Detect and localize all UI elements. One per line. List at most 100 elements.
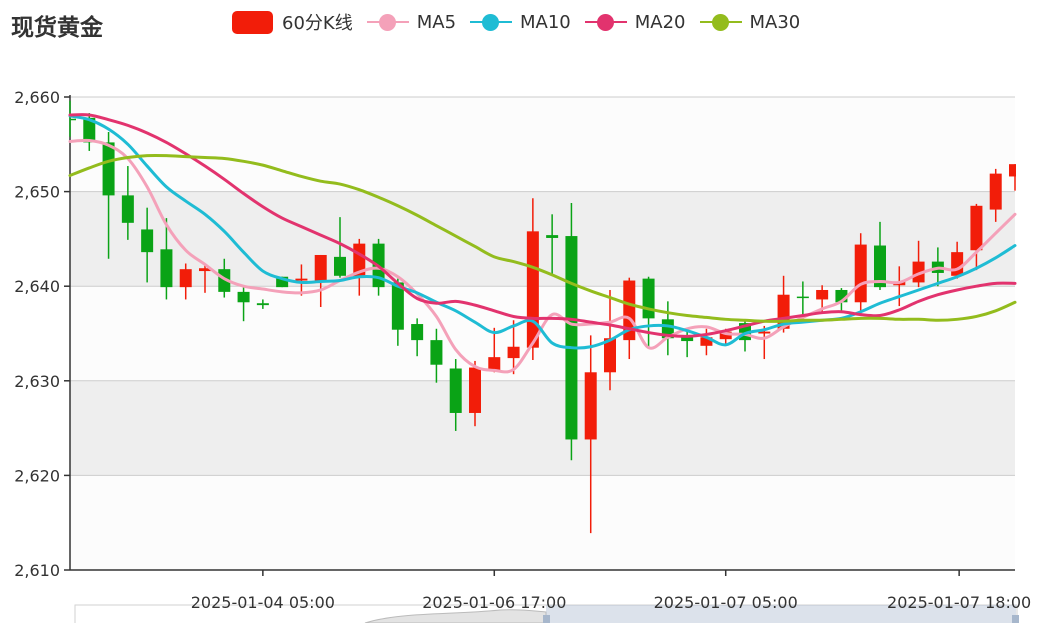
- candle-body: [970, 205, 983, 251]
- legend-label: MA10: [520, 11, 571, 33]
- candle-body: [874, 245, 886, 288]
- candle-body: [430, 340, 443, 365]
- ma20-line: [68, 113, 1017, 338]
- candle-body: [334, 256, 346, 276]
- candle: [199, 265, 211, 293]
- candle: [488, 327, 501, 373]
- legend-label: MA30: [749, 11, 801, 33]
- chart-legend: 60分K线 MA5 MA10 MA20 MA30: [232, 9, 814, 35]
- x-axis-label: 2025-01-06 17:00: [422, 593, 566, 612]
- candle-body: [661, 319, 674, 339]
- candle: [874, 221, 886, 290]
- candle-body: [449, 368, 462, 413]
- candle-body: [681, 337, 694, 342]
- candle-body: [1009, 164, 1016, 177]
- candle: [295, 264, 308, 296]
- legend-item-ma30[interactable]: MA30: [699, 11, 801, 33]
- y-axis-label: 2,660: [14, 88, 60, 107]
- candle-body: [854, 244, 867, 303]
- slider-selection[interactable]: [546, 605, 1016, 623]
- candle-body: [83, 117, 96, 143]
- candle: [912, 240, 925, 288]
- ma20-swatch-icon: [584, 11, 627, 33]
- datazoom-slider[interactable]: [74, 604, 1019, 623]
- legend-item-ma10[interactable]: MA10: [470, 11, 571, 33]
- ma10-swatch-icon: [470, 11, 513, 33]
- ma10-line: [68, 114, 1017, 350]
- kline-swatch-icon: [232, 10, 273, 34]
- candle: [430, 328, 443, 383]
- candle: [237, 286, 250, 322]
- x-axis-label: 2025-01-04 05:00: [191, 593, 335, 612]
- ma30-line: [68, 153, 1017, 323]
- legend-item-kline[interactable]: 60分K线: [232, 9, 353, 35]
- candle: [989, 168, 1002, 222]
- candle: [141, 207, 154, 283]
- candle-body: [758, 331, 771, 334]
- candle: [758, 325, 771, 360]
- x-axis-label: 2025-01-07 18:00: [887, 593, 1031, 612]
- slider-handle-right[interactable]: [1012, 615, 1019, 623]
- candle-body: [295, 278, 308, 281]
- candle-body: [391, 282, 404, 330]
- grid-bands: [70, 97, 1015, 570]
- candle-body: [912, 261, 925, 283]
- candle-body: [642, 278, 655, 319]
- candle: [121, 166, 134, 240]
- candle-body: [623, 280, 636, 341]
- candle-body: [700, 337, 713, 346]
- candle-body: [411, 324, 424, 341]
- legend-label: MA20: [634, 11, 686, 33]
- slider-preview-area: [364, 609, 547, 623]
- candle-body: [237, 291, 250, 303]
- candle: [565, 202, 578, 461]
- x-axis-label: 2025-01-07 05:00: [654, 593, 798, 612]
- candle: [334, 217, 346, 278]
- ma5-swatch-icon: [366, 11, 409, 33]
- candle: [584, 335, 597, 534]
- candle: [681, 328, 694, 358]
- y-axis-label: 2,610: [14, 561, 60, 580]
- candle-body: [121, 195, 134, 223]
- candle-body: [604, 338, 616, 373]
- grid-band: [70, 475, 1015, 570]
- ma5-line: [68, 138, 1017, 374]
- y-axis-label: 2,620: [14, 466, 60, 485]
- chart-title: 现货黄金: [11, 15, 103, 41]
- candle-body: [256, 303, 269, 306]
- candle: [411, 318, 424, 357]
- candle: [256, 299, 269, 309]
- candle-body: [546, 235, 559, 238]
- candle-body: [218, 269, 231, 292]
- candle: [449, 359, 462, 431]
- candle: [854, 233, 867, 314]
- grid-band: [70, 97, 1015, 192]
- candle: [69, 100, 76, 137]
- legend-label: MA5: [416, 11, 457, 33]
- candle: [469, 360, 481, 427]
- y-axis-label: 2,650: [14, 183, 60, 202]
- y-axis-label: 2,640: [14, 277, 60, 296]
- candle: [179, 263, 192, 300]
- axis-labels: 2,610 2,620 2,630 2,640 2,650 2,660 2025-01-04…: [14, 88, 1031, 612]
- candle-body: [584, 372, 597, 440]
- legend-label: 60分K线: [282, 13, 353, 34]
- candle: [507, 320, 520, 375]
- candle-body: [526, 231, 539, 348]
- candle-body: [488, 357, 501, 371]
- candles: [69, 100, 1016, 534]
- candle: [391, 278, 404, 346]
- candle: [546, 214, 559, 274]
- candle-body: [565, 236, 578, 440]
- candle-body: [796, 296, 809, 299]
- legend-item-ma5[interactable]: MA5: [366, 11, 457, 33]
- candle: [160, 218, 173, 300]
- candle: [1009, 164, 1016, 191]
- candle-body: [199, 268, 211, 272]
- candle-body: [160, 249, 173, 288]
- slider-handle-left[interactable]: [543, 615, 550, 623]
- legend-item-ma20[interactable]: MA20: [584, 11, 686, 33]
- candle-body: [816, 289, 829, 300]
- candle-body: [141, 229, 154, 253]
